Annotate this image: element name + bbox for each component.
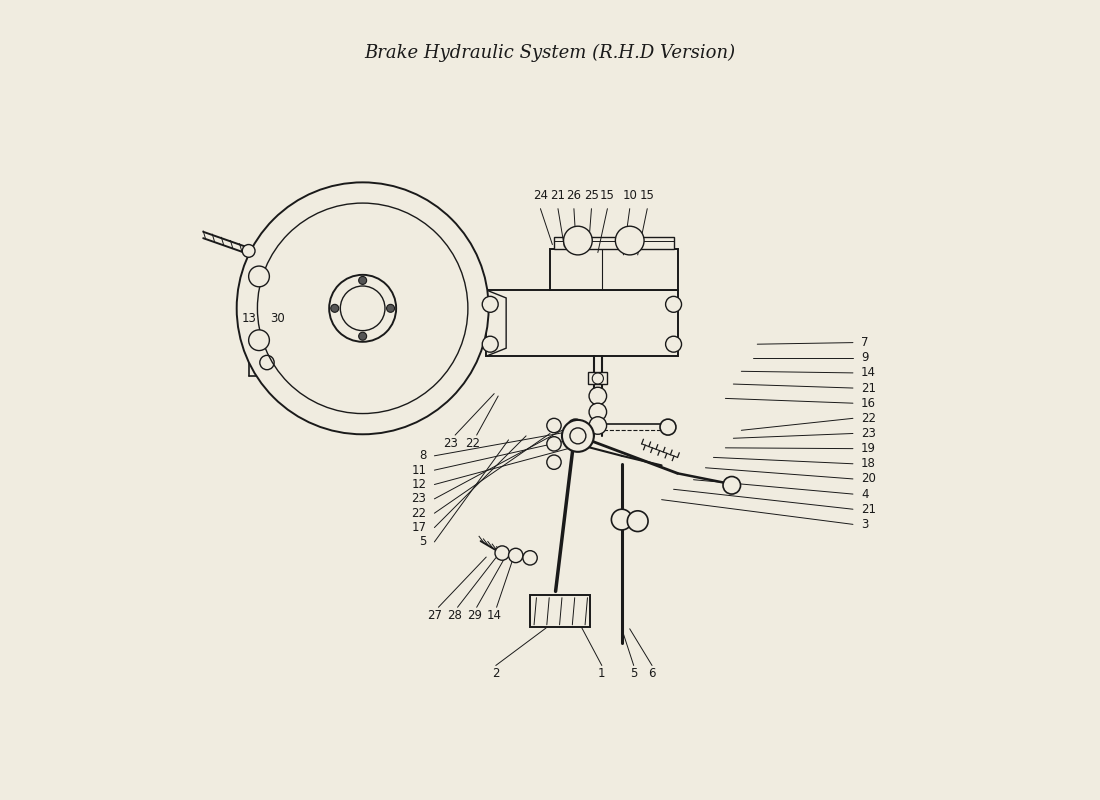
Circle shape bbox=[249, 266, 270, 286]
Circle shape bbox=[562, 420, 594, 452]
Circle shape bbox=[723, 477, 740, 494]
Circle shape bbox=[547, 418, 561, 433]
Circle shape bbox=[590, 387, 606, 405]
Circle shape bbox=[359, 277, 366, 285]
Polygon shape bbox=[396, 302, 486, 332]
Circle shape bbox=[547, 437, 561, 451]
Circle shape bbox=[590, 403, 606, 421]
Text: 21: 21 bbox=[861, 502, 876, 516]
Circle shape bbox=[329, 275, 396, 342]
Text: 20: 20 bbox=[861, 473, 876, 486]
Text: 21: 21 bbox=[861, 382, 876, 394]
Circle shape bbox=[660, 419, 676, 435]
Text: 28: 28 bbox=[447, 609, 462, 622]
Circle shape bbox=[568, 419, 583, 435]
Circle shape bbox=[242, 245, 255, 258]
Polygon shape bbox=[550, 249, 678, 290]
Circle shape bbox=[563, 226, 592, 255]
Circle shape bbox=[386, 304, 395, 312]
Circle shape bbox=[666, 296, 682, 312]
Circle shape bbox=[359, 332, 366, 340]
Text: 4: 4 bbox=[861, 487, 868, 501]
Text: 12: 12 bbox=[411, 478, 427, 491]
Text: 18: 18 bbox=[861, 458, 876, 470]
Text: 25: 25 bbox=[584, 190, 598, 202]
Polygon shape bbox=[588, 372, 607, 384]
Circle shape bbox=[331, 304, 339, 312]
Text: 3: 3 bbox=[861, 518, 868, 531]
Text: 5: 5 bbox=[419, 535, 427, 549]
Text: 17: 17 bbox=[411, 521, 427, 534]
Text: 14: 14 bbox=[486, 609, 502, 622]
Text: Brake Hydraulic System (R.H.D Version): Brake Hydraulic System (R.H.D Version) bbox=[364, 44, 736, 62]
Polygon shape bbox=[486, 290, 678, 356]
Text: 23: 23 bbox=[443, 437, 458, 450]
Text: 16: 16 bbox=[861, 397, 876, 410]
Text: 10: 10 bbox=[623, 190, 637, 202]
Circle shape bbox=[590, 417, 606, 434]
Circle shape bbox=[547, 455, 561, 470]
Circle shape bbox=[666, 336, 682, 352]
Text: 13: 13 bbox=[241, 312, 256, 326]
Circle shape bbox=[482, 336, 498, 352]
Circle shape bbox=[508, 548, 522, 562]
Circle shape bbox=[236, 182, 488, 434]
Text: 6: 6 bbox=[648, 667, 656, 680]
Circle shape bbox=[522, 550, 537, 565]
Text: 14: 14 bbox=[861, 366, 876, 379]
Circle shape bbox=[482, 296, 498, 312]
Text: 22: 22 bbox=[465, 437, 481, 450]
Text: 21: 21 bbox=[550, 190, 565, 202]
Circle shape bbox=[249, 330, 270, 350]
Text: 8: 8 bbox=[419, 450, 427, 462]
Text: 23: 23 bbox=[411, 492, 427, 506]
Circle shape bbox=[612, 510, 632, 530]
Text: 15: 15 bbox=[600, 190, 615, 202]
Circle shape bbox=[627, 511, 648, 531]
Text: 9: 9 bbox=[861, 351, 868, 364]
Text: 22: 22 bbox=[861, 412, 876, 425]
Text: 2: 2 bbox=[492, 667, 499, 680]
Text: 1: 1 bbox=[598, 667, 606, 680]
Text: 24: 24 bbox=[532, 190, 548, 202]
Text: 7: 7 bbox=[861, 336, 868, 349]
Text: 26: 26 bbox=[566, 190, 582, 202]
Text: 15: 15 bbox=[640, 190, 654, 202]
Text: 27: 27 bbox=[427, 609, 442, 622]
Circle shape bbox=[615, 226, 645, 255]
Text: 29: 29 bbox=[466, 609, 482, 622]
Circle shape bbox=[495, 546, 509, 560]
Polygon shape bbox=[554, 237, 673, 249]
Text: 30: 30 bbox=[270, 312, 285, 326]
Text: 11: 11 bbox=[411, 464, 427, 477]
Text: 23: 23 bbox=[861, 427, 876, 440]
Polygon shape bbox=[530, 595, 590, 627]
Text: 19: 19 bbox=[861, 442, 876, 455]
Text: 22: 22 bbox=[411, 506, 427, 520]
Text: 5: 5 bbox=[630, 667, 637, 680]
Polygon shape bbox=[486, 290, 506, 356]
